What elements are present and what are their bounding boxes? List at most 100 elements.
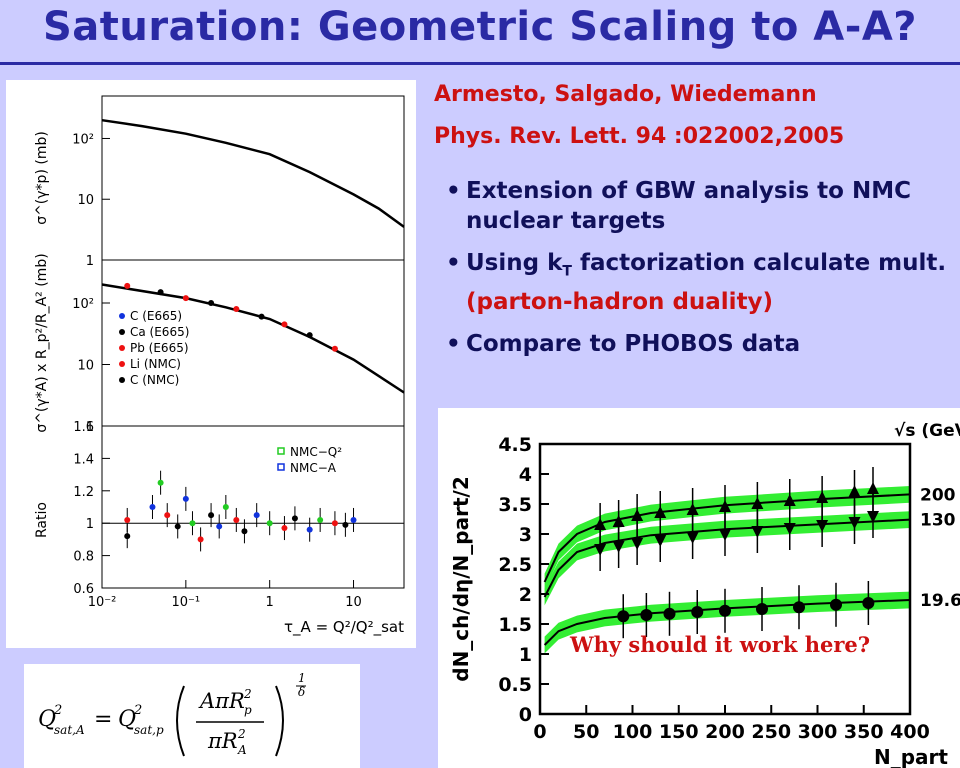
title-underline <box>0 62 960 65</box>
legend-label: C (E665) <box>130 309 182 323</box>
legend-label: C (NMC) <box>130 373 179 387</box>
y-axis-label: σ^(γ*A) x R_p²/R_A² (mb) <box>34 253 50 432</box>
data-point <box>631 538 644 550</box>
data-point <box>291 515 298 522</box>
data-point <box>342 521 349 528</box>
y-tick-label: 1 <box>86 517 94 532</box>
series-label: 19.6 <box>920 591 960 611</box>
data-point <box>331 345 338 352</box>
data-point <box>266 520 273 527</box>
svg-text:=: = <box>94 707 112 732</box>
data-point <box>663 607 676 620</box>
svg-text:1: 1 <box>298 671 306 685</box>
svg-text:2: 2 <box>237 727 246 741</box>
legend-label: Li (NMC) <box>130 357 181 371</box>
data-point <box>164 512 171 519</box>
uncertainty-band <box>544 591 910 654</box>
data-point <box>197 536 204 543</box>
x-axis-label: τ_A = Q²/Q²_sat <box>284 618 404 637</box>
data-point <box>783 523 796 535</box>
legend-label: Ca (E665) <box>130 325 189 339</box>
data-point <box>281 321 288 328</box>
svg-text:A: A <box>237 743 247 757</box>
bullet-item: Compare to PHOBOS data <box>444 329 960 359</box>
data-point <box>631 509 644 521</box>
y-tick-label: 1.5 <box>498 614 532 636</box>
legend-marker <box>119 313 125 319</box>
y-axis-label: σ^(γ*p) (mb) <box>34 131 50 225</box>
x-tick-label: 10 <box>345 595 362 610</box>
data-point <box>793 601 805 614</box>
legend-marker <box>119 377 125 383</box>
data-point <box>124 282 131 289</box>
series-label: 130 <box>920 511 956 531</box>
data-point <box>783 494 796 506</box>
x-axis-label: N_part <box>874 745 948 768</box>
fit-curve <box>101 118 405 228</box>
y-tick-label: 4 <box>519 464 532 486</box>
y-tick-label: 10² <box>72 132 94 147</box>
y-tick-label: 0.8 <box>73 550 94 565</box>
citation-journal: Phys. Rev. Lett. 94 :022002,2005 <box>434 124 845 149</box>
data-point <box>816 491 829 503</box>
legend-label: NMC−Q² <box>290 445 342 459</box>
data-point <box>182 295 189 302</box>
svg-text:2: 2 <box>133 703 142 718</box>
data-point <box>654 535 667 547</box>
x-tick-label: 400 <box>890 721 930 743</box>
x-tick-label: 250 <box>751 721 791 743</box>
legend-marker <box>119 329 125 335</box>
y-tick-label: 2.5 <box>498 554 532 576</box>
bullet-item: Using kT factorization calculate mult. (… <box>444 248 960 317</box>
y-tick-label: 1.4 <box>73 452 94 467</box>
y-tick-label: 1 <box>519 644 532 666</box>
x-tick-label: 100 <box>613 721 653 743</box>
legend-title: √s (GeV) <box>894 421 960 441</box>
y-tick-label: 0.6 <box>73 582 94 597</box>
data-point <box>233 516 240 523</box>
data-point <box>691 606 704 618</box>
data-point <box>149 504 156 510</box>
svg-text:δ: δ <box>298 685 305 699</box>
phobos-figure: 0 0.5 1 1.5 2 2.5 3 3.5 4 4.5 0 50 100 150 200 250 300 35… <box>438 408 960 768</box>
data-point <box>848 485 861 497</box>
panel-frame-1 <box>101 95 405 261</box>
svg-text:πR: πR <box>207 729 238 753</box>
y-tick-label: 3 <box>519 524 532 546</box>
model-curve <box>543 493 911 583</box>
data-point <box>258 313 265 320</box>
data-point <box>306 526 313 533</box>
y-axis-label: Ratio <box>34 502 50 538</box>
data-point <box>594 518 607 530</box>
x-tick-label: 300 <box>798 721 838 743</box>
x-tick-label: 10⁻¹ <box>172 595 201 610</box>
legend-label: Pb (E665) <box>130 341 189 355</box>
data-point <box>867 482 879 494</box>
data-point <box>124 533 131 540</box>
svg-text:Q: Q <box>38 707 56 732</box>
data-point <box>862 597 875 609</box>
data-point <box>686 503 699 515</box>
data-point <box>751 526 764 538</box>
model-curve <box>543 518 911 598</box>
uncertainty-band <box>544 511 910 606</box>
y-tick-label: 10 <box>77 193 94 208</box>
svg-text:p: p <box>244 703 252 717</box>
data-point <box>208 512 215 519</box>
svg-text:sat,p: sat,p <box>134 723 164 737</box>
data-point <box>157 479 164 486</box>
data-point <box>216 523 223 530</box>
data-point <box>719 604 731 617</box>
x-tick-label: 10⁻² <box>88 595 117 610</box>
data-point <box>719 500 731 512</box>
svg-text:2: 2 <box>243 687 252 701</box>
data-point <box>157 289 164 296</box>
y-axis-label: dN_ch/dη/N_part/2 <box>449 476 473 682</box>
data-point <box>867 511 879 523</box>
legend-marker <box>277 447 285 455</box>
scaling-figure: 1 10 10² σ^(γ*p) (mb) 1 10 10² σ^(γ*A) x R_p²/R… <box>6 80 416 648</box>
data-point <box>124 516 131 523</box>
y-tick-label: 1.6 <box>73 420 94 435</box>
data-point <box>350 516 357 523</box>
panel-frame-3 <box>101 425 405 589</box>
